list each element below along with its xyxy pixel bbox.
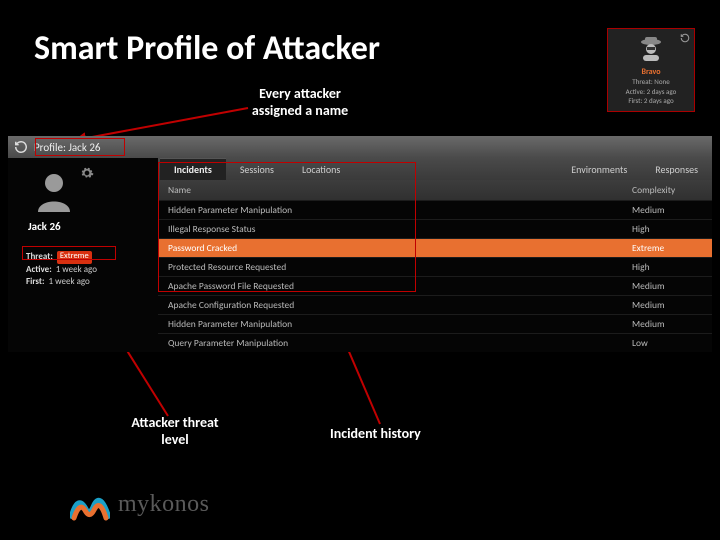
gear-icon[interactable] [80,166,94,180]
avatar [32,168,76,212]
tab-incidents[interactable]: Incidents [160,158,226,180]
threat-value: Extreme [57,251,92,264]
logo-icon [70,486,110,522]
profile-label: Profile: Jack 26 [34,141,100,154]
app-screenshot: Profile: Jack 26 Jack 26 Threat: [8,136,712,352]
table-row[interactable]: Password CrackedExtreme [158,239,712,258]
incident-complexity: Medium [622,315,712,334]
tab-locations[interactable]: Locations [288,159,354,180]
logo-text: mykonos [118,491,210,518]
incident-name: Protected Resource Requested [158,258,622,277]
thumb-name: Bravo [612,67,690,77]
table-row[interactable]: Hidden Parameter ManipulationMedium [158,201,712,220]
table-row[interactable]: Query Parameter ManipulationLow [158,334,712,353]
attacker-icon [636,35,666,61]
table-row[interactable]: Hidden Parameter ManipulationMedium [158,315,712,334]
incident-complexity: High [622,220,712,239]
table-row[interactable]: Illegal Response StatusHigh [158,220,712,239]
incident-complexity: Medium [622,296,712,315]
incident-complexity: Extreme [622,239,712,258]
incident-name: Illegal Response Status [158,220,622,239]
incident-name: Apache Configuration Requested [158,296,622,315]
incident-name: Hidden Parameter Manipulation [158,315,622,334]
incidents-panel: IncidentsSessionsLocations EnvironmentsRe… [158,158,712,352]
slide-title: Smart Profile of Attacker [34,28,380,69]
refresh-icon [680,33,690,43]
table-row[interactable]: Apache Configuration RequestedMedium [158,296,712,315]
incident-complexity: High [622,258,712,277]
first-row: First: 1 week ago [26,276,158,289]
refresh-icon[interactable] [14,140,28,154]
topbar: Profile: Jack 26 [8,136,712,158]
incidents-table: Name Complexity Hidden Parameter Manipul… [158,180,712,352]
tabs: IncidentsSessionsLocations EnvironmentsRe… [158,158,712,180]
logo: mykonos [70,486,210,522]
incident-name: Password Cracked [158,239,622,258]
active-row: Active: 1 week ago [26,264,158,277]
tab-responses[interactable]: Responses [641,159,712,180]
incident-complexity: Medium [622,277,712,296]
table-row[interactable]: Apache Password File RequestedMedium [158,277,712,296]
incident-name: Query Parameter Manipulation [158,334,622,353]
incident-complexity: Low [622,334,712,353]
threat-row: Threat: Extreme [26,251,158,264]
attacker-thumb-card: Bravo Threat: None Active: 2 days ago Fi… [607,28,695,112]
incident-complexity: Medium [622,201,712,220]
profile-panel: Jack 26 Threat: Extreme Active: 1 week a… [8,158,158,352]
incident-name: Hidden Parameter Manipulation [158,201,622,220]
col-complexity[interactable]: Complexity [622,180,712,201]
table-row[interactable]: Protected Resource RequestedHigh [158,258,712,277]
tab-environments[interactable]: Environments [557,159,641,180]
col-name[interactable]: Name [158,180,622,201]
thumb-threat: Threat: None [612,77,690,86]
attacker-name: Jack 26 [28,220,158,233]
thumb-first: First: 2 days ago [612,96,690,105]
tab-sessions[interactable]: Sessions [226,159,288,180]
incident-name: Apache Password File Requested [158,277,622,296]
thumb-active: Active: 2 days ago [612,87,690,96]
